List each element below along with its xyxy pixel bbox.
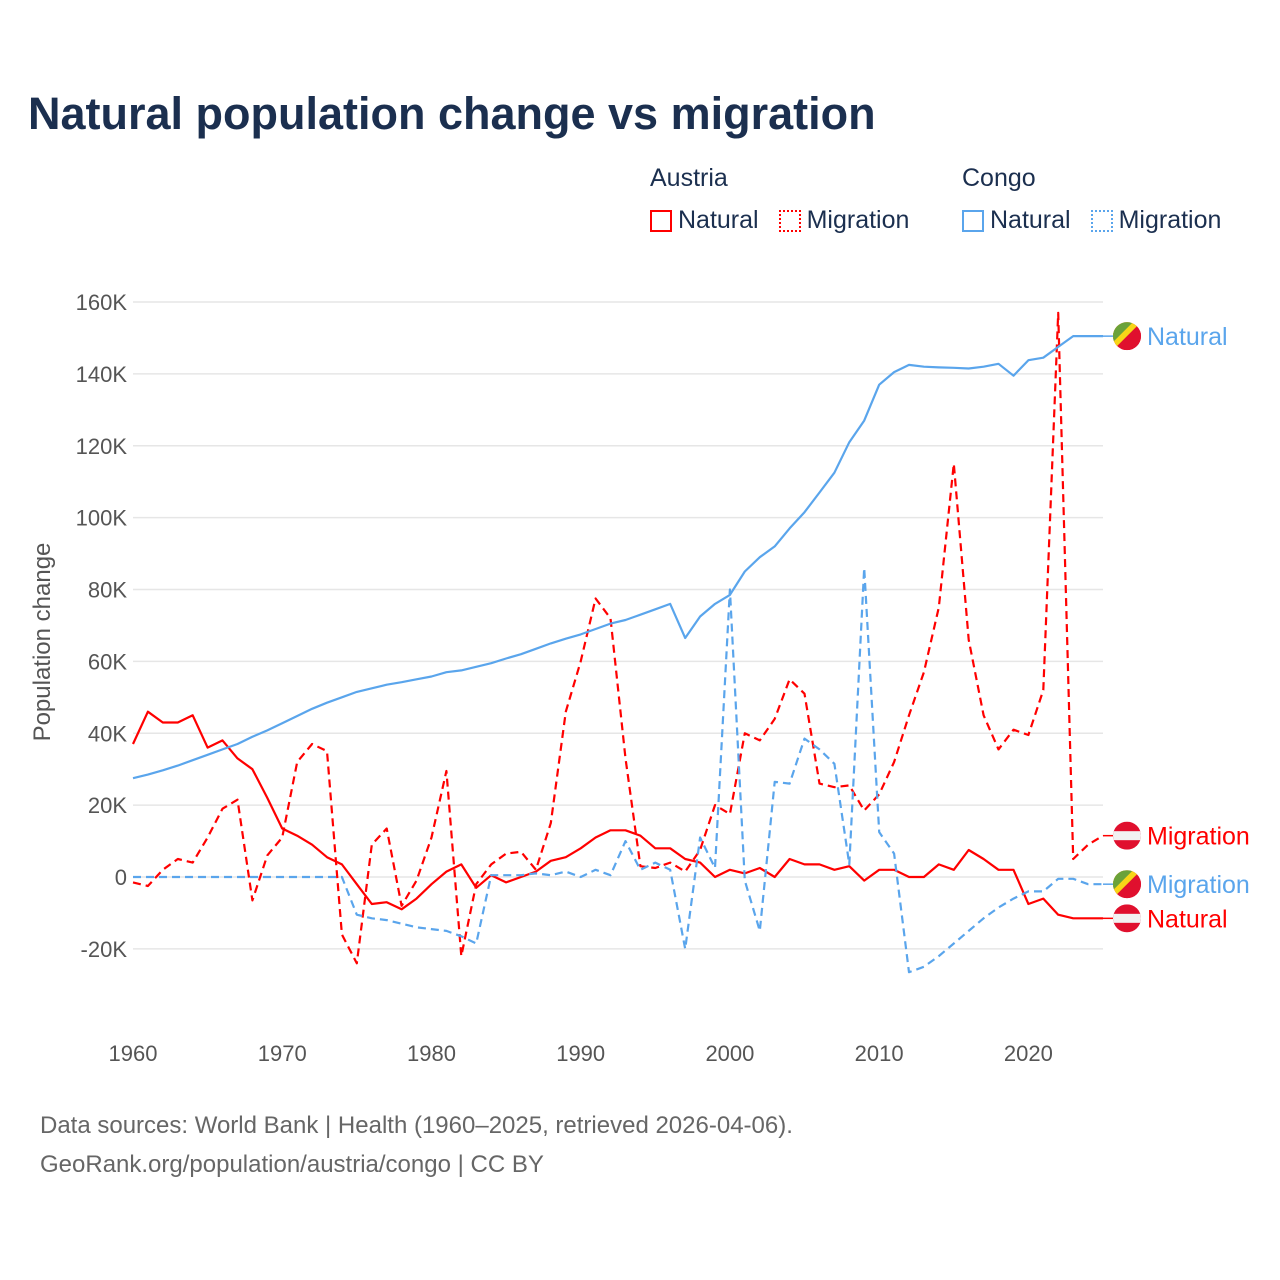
y-tick-label: 120K — [76, 434, 128, 459]
legend-group-label: Congo — [962, 164, 1036, 192]
series-line-austria-natural — [132, 710, 1103, 920]
legend-label: Migration — [806, 206, 910, 234]
y-tick-label: 160K — [76, 290, 128, 315]
y-tick-label: 80K — [88, 578, 127, 603]
chart-title: Natural population change vs migration — [28, 88, 876, 139]
legend-swatch-solid — [962, 209, 984, 232]
congo-flag-icon — [1113, 322, 1141, 351]
x-tick-label: 1970 — [258, 1041, 307, 1066]
y-tick-label: -20K — [81, 937, 128, 962]
legend-item-austria-natural[interactable]: Natural — [650, 206, 759, 235]
x-tick-label: 1980 — [407, 1041, 456, 1066]
y-tick-label: 20K — [88, 793, 127, 818]
congo-flag-icon — [1113, 870, 1141, 899]
series-end-label: Natural — [1147, 905, 1228, 933]
austria-flag-icon — [1113, 821, 1141, 850]
footer: Data sources: World Bank | Health (1960–… — [40, 1106, 793, 1184]
y-tick-label: 100K — [76, 506, 128, 531]
x-tick-label: 1990 — [556, 1041, 605, 1066]
legend-label: Migration — [1118, 206, 1222, 234]
legend-swatch-dotted — [1090, 209, 1113, 232]
austria-flag-icon — [1113, 904, 1141, 933]
series-line-austria-migration — [132, 311, 1104, 965]
y-axis-label: Population change — [29, 543, 56, 742]
y-tick-label: 0 — [115, 865, 127, 890]
legend-group-label: Austria — [650, 164, 728, 192]
legend-label: Natural — [990, 206, 1071, 234]
y-tick-label: 40K — [88, 721, 127, 746]
series-end-label: Migration — [1147, 823, 1250, 851]
legend-congo: Congo Natural Migration — [962, 164, 1221, 235]
series-end-label: Natural — [1147, 323, 1228, 351]
x-tick-label: 2010 — [855, 1041, 904, 1066]
x-tick-label: 1960 — [109, 1041, 158, 1066]
legend-item-congo-migration[interactable]: Migration — [1090, 206, 1222, 235]
legend-austria: Austria Natural Migration — [650, 164, 909, 235]
legend-item-austria-migration[interactable]: Migration — [778, 206, 910, 235]
legend-swatch-solid — [650, 209, 672, 232]
series-end-label: Migration — [1147, 871, 1250, 899]
legend-item-congo-natural[interactable]: Natural — [962, 206, 1071, 235]
y-tick-label: 140K — [76, 362, 128, 387]
legend-swatch-dotted — [778, 209, 801, 232]
series-line-congo-migration — [133, 566, 1103, 974]
attribution-link[interactable]: GeoRank.org/population/austria/congo | C… — [40, 1151, 544, 1178]
x-tick-label: 2000 — [705, 1041, 754, 1066]
series-line-congo-natural — [132, 335, 1103, 780]
y-tick-label: 60K — [88, 649, 127, 674]
x-tick-label: 2020 — [1004, 1041, 1053, 1066]
legend-label: Natural — [678, 206, 759, 234]
data-source-note: Data sources: World Bank | Health (1960–… — [40, 1112, 793, 1139]
